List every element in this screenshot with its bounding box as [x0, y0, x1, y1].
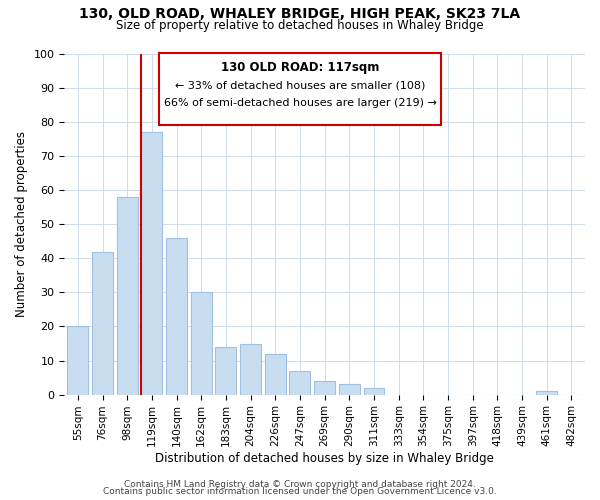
Bar [314, 381, 335, 394]
Text: 130, OLD ROAD, WHALEY BRIDGE, HIGH PEAK, SK23 7LA: 130, OLD ROAD, WHALEY BRIDGE, HIGH PEAK,… [79, 8, 521, 22]
Text: Contains public sector information licensed under the Open Government Licence v3: Contains public sector information licen… [103, 487, 497, 496]
Text: 130 OLD ROAD: 117sqm: 130 OLD ROAD: 117sqm [221, 61, 379, 74]
Bar [67, 326, 88, 394]
Text: Contains HM Land Registry data © Crown copyright and database right 2024.: Contains HM Land Registry data © Crown c… [124, 480, 476, 489]
Bar [536, 391, 557, 394]
Y-axis label: Number of detached properties: Number of detached properties [15, 132, 28, 318]
Bar [117, 197, 137, 394]
Bar [92, 252, 113, 394]
Bar [191, 292, 212, 394]
Bar [339, 384, 360, 394]
Bar [289, 371, 310, 394]
Bar [142, 132, 163, 394]
Text: Size of property relative to detached houses in Whaley Bridge: Size of property relative to detached ho… [116, 18, 484, 32]
Bar [265, 354, 286, 395]
Bar [240, 344, 261, 394]
Bar [364, 388, 385, 394]
X-axis label: Distribution of detached houses by size in Whaley Bridge: Distribution of detached houses by size … [155, 452, 494, 465]
Text: 66% of semi-detached houses are larger (219) →: 66% of semi-detached houses are larger (… [164, 98, 436, 108]
Bar [215, 347, 236, 395]
Text: ← 33% of detached houses are smaller (108): ← 33% of detached houses are smaller (10… [175, 80, 425, 90]
Bar [166, 238, 187, 394]
